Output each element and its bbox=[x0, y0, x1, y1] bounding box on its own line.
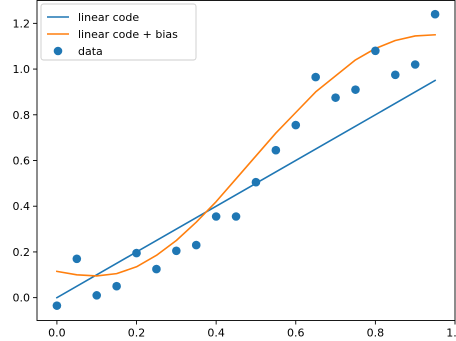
data-point bbox=[371, 46, 380, 56]
y-tick-label: 0.8 bbox=[13, 109, 31, 122]
data-point bbox=[331, 93, 340, 102]
legend: linear code linear code + bias data bbox=[40, 3, 197, 61]
data-point bbox=[251, 177, 261, 187]
series-layer bbox=[52, 9, 440, 310]
data-point bbox=[351, 85, 360, 94]
y-tick-label: 0.0 bbox=[13, 292, 31, 305]
data-point bbox=[311, 72, 320, 82]
legend-box bbox=[40, 3, 197, 61]
data-point bbox=[390, 70, 400, 80]
x-tick-label: 0.6 bbox=[287, 327, 305, 340]
data-point bbox=[191, 240, 201, 250]
y-tick-label: 1.2 bbox=[13, 17, 31, 30]
x-tick-label: 0.2 bbox=[128, 327, 146, 340]
data-point bbox=[132, 248, 141, 258]
data-point bbox=[410, 60, 420, 69]
y-tick-label: 0.4 bbox=[13, 200, 31, 213]
data-point bbox=[271, 145, 281, 155]
legend-swatch-data bbox=[53, 46, 63, 56]
x-tick-label: 0.8 bbox=[367, 327, 385, 340]
x-tick-label: 0.0 bbox=[48, 327, 66, 340]
data-point bbox=[112, 281, 121, 291]
data-point bbox=[211, 212, 221, 221]
y-tick-label: 0.6 bbox=[13, 155, 31, 168]
y-tick-label: 0.2 bbox=[13, 246, 31, 259]
data-point bbox=[72, 254, 82, 264]
x-tick-label: 1.0 bbox=[446, 327, 456, 340]
axes-layer: 0.0 0.2 0.4 0.6 0.8 1.0 0.0 0.2 0.4 0.6 0.8 1.0 1.2 bbox=[13, 0, 456, 340]
x-tick-label: 0.4 bbox=[207, 327, 225, 340]
data-point bbox=[430, 9, 440, 19]
data-point bbox=[92, 291, 102, 300]
series-line-linear-code bbox=[55, 79, 437, 299]
data-point bbox=[231, 212, 241, 221]
data-point bbox=[291, 120, 301, 130]
data-point bbox=[172, 246, 181, 256]
legend-label-data: data bbox=[78, 45, 103, 58]
legend-label-linear-code: linear code bbox=[78, 11, 139, 24]
data-point bbox=[152, 264, 161, 274]
data-point bbox=[52, 301, 62, 310]
y-tick-label: 1.0 bbox=[13, 63, 31, 76]
legend-label-linear-code-bias: linear code + bias bbox=[78, 28, 178, 41]
